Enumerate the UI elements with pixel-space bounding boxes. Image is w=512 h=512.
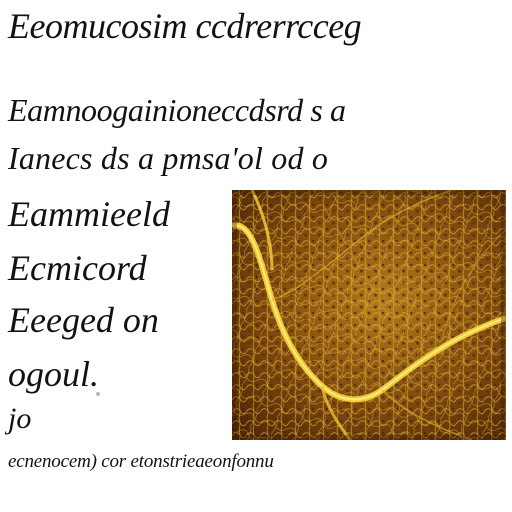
leaf-vein-minor (381, 389, 473, 440)
leaf-vein-minor (271, 190, 453, 301)
side-text-line: ogoul. (8, 354, 100, 394)
page-title: Eeomucosim ccdrerrcceg (8, 6, 362, 46)
side-text-line: Eeeged on (8, 300, 159, 340)
leaf-vein-minor (250, 190, 274, 271)
stray-mark (96, 392, 100, 396)
side-text-line: Ecmicord (8, 248, 147, 288)
paragraph-line-2: Ianecs ds a pmsa'ol od o (8, 140, 329, 176)
side-text-line: jo (8, 402, 32, 435)
caption: ecnenocem) cor etonstrieaeonfonnu (8, 451, 274, 472)
leaf-vein-minor (441, 229, 506, 341)
leaf-vein-photo (232, 190, 506, 440)
leaf-vein-minor (320, 385, 352, 440)
paragraph-line-1: Eamnoogainioneccdsrd s a (8, 92, 346, 128)
side-text-line: Eammieeld (8, 194, 170, 234)
